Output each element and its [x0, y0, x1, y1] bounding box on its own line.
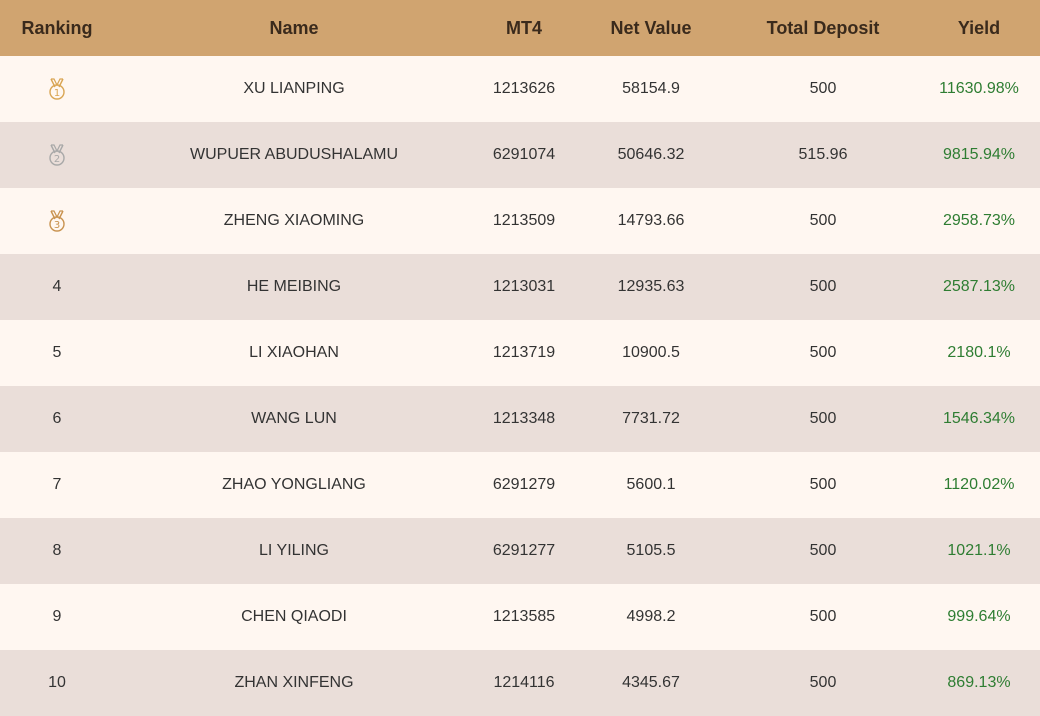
table-header: Ranking Name MT4 Net Value Total Deposit… [0, 0, 1040, 56]
ranking-cell: 2 [0, 144, 114, 166]
name-cell: ZHENG XIAOMING [223, 212, 365, 229]
net-value-cell: 14793.66 [617, 212, 685, 229]
silver-medal-icon: 2 [46, 144, 68, 166]
total-deposit-cell: 500 [809, 278, 837, 295]
table-body: 1 XU LIANPING 1213626 58154.9 500 11630.98% 2 W… [0, 56, 1040, 716]
table-row: 5 LI XIAOHAN 1213719 10900.5 500 2180.1% [0, 320, 1040, 386]
table-row: 4 HE MEIBING 1213031 12935.63 500 2587.13% [0, 254, 1040, 320]
net-value-cell: 12935.63 [617, 278, 685, 295]
name-cell: ZHAO YONGLIANG [222, 476, 366, 493]
name-cell: WANG LUN [251, 410, 337, 427]
table-row: 2 WUPUER ABUDUSHALAMU 6291074 50646.32 515.9… [0, 122, 1040, 188]
ranking-cell: 6 [52, 410, 62, 427]
header-total-deposit: Total Deposit [766, 17, 880, 38]
ranking-cell: 7 [52, 476, 62, 493]
yield-cell: 2958.73% [942, 212, 1016, 229]
mt4-cell: 1213719 [492, 344, 556, 361]
ranking-cell: 5 [52, 344, 62, 361]
svg-text:2: 2 [54, 154, 60, 165]
name-cell: LI YILING [259, 542, 329, 559]
name-cell: WUPUER ABUDUSHALAMU [189, 146, 399, 163]
header-mt4: MT4 [506, 17, 542, 38]
table-row: 9 CHEN QIAODI 1213585 4998.2 500 999.64% [0, 584, 1040, 650]
ranking-cell: 8 [52, 542, 62, 559]
total-deposit-cell: 500 [809, 542, 837, 559]
gold-medal-icon: 1 [46, 78, 68, 100]
mt4-cell: 6291279 [492, 476, 556, 493]
net-value-cell: 5105.5 [626, 542, 676, 559]
total-deposit-cell: 500 [809, 410, 837, 427]
mt4-cell: 1213509 [492, 212, 556, 229]
name-cell: HE MEIBING [246, 278, 342, 295]
net-value-cell: 50646.32 [617, 146, 685, 163]
header-yield: Yield [957, 17, 1001, 38]
yield-cell: 1546.34% [942, 410, 1016, 427]
table-row: 10 ZHAN XINFENG 1214116 4345.67 500 869.13% [0, 650, 1040, 716]
yield-cell: 999.64% [947, 608, 1011, 625]
table-row: 6 WANG LUN 1213348 7731.72 500 1546.34% [0, 386, 1040, 452]
total-deposit-cell: 500 [809, 608, 837, 625]
net-value-cell: 4345.67 [622, 674, 680, 691]
table-row: 8 LI YILING 6291277 5105.5 500 1021.1% [0, 518, 1040, 584]
name-cell: LI XIAOHAN [249, 344, 339, 361]
header-name: Name [269, 17, 319, 38]
ranking-cell: 10 [48, 674, 66, 691]
table-row: 3 ZHENG XIAOMING 1213509 14793.66 500 2958.73… [0, 188, 1040, 254]
yield-cell: 9815.94% [942, 146, 1016, 163]
mt4-cell: 1213626 [492, 80, 556, 97]
net-value-cell: 7731.72 [622, 410, 680, 427]
ranking-cell: 3 [0, 210, 114, 232]
table-row: 1 XU LIANPING 1213626 58154.9 500 11630.98% [0, 56, 1040, 122]
ranking-cell: 1 [0, 78, 114, 100]
ranking-cell: 4 [52, 278, 62, 295]
svg-text:1: 1 [54, 88, 60, 99]
yield-cell: 2180.1% [947, 344, 1011, 361]
header-net-value: Net Value [610, 17, 692, 38]
mt4-cell: 1214116 [493, 674, 555, 691]
mt4-cell: 6291074 [492, 146, 556, 163]
table-row: 7 ZHAO YONGLIANG 6291279 5600.1 500 1120.02% [0, 452, 1040, 518]
net-value-cell: 10900.5 [622, 344, 680, 361]
net-value-cell: 58154.9 [622, 80, 680, 97]
total-deposit-cell: 500 [809, 344, 837, 361]
yield-cell: 11630.98% [939, 80, 1019, 97]
total-deposit-cell: 500 [809, 212, 837, 229]
yield-cell: 1120.02% [943, 476, 1015, 493]
header-ranking: Ranking [21, 17, 93, 38]
ranking-cell: 9 [52, 608, 62, 625]
net-value-cell: 5600.1 [626, 476, 676, 493]
net-value-cell: 4998.2 [626, 608, 676, 625]
mt4-cell: 6291277 [492, 542, 556, 559]
name-cell: ZHAN XINFENG [234, 674, 354, 691]
yield-cell: 2587.13% [942, 278, 1016, 295]
name-cell: CHEN QIAODI [241, 608, 347, 625]
mt4-cell: 1213585 [492, 608, 556, 625]
yield-cell: 1021.1% [947, 542, 1011, 559]
yield-cell: 869.13% [947, 674, 1011, 691]
bronze-medal-icon: 3 [46, 210, 68, 232]
mt4-cell: 1213348 [492, 410, 556, 427]
total-deposit-cell: 515.96 [798, 146, 848, 163]
name-cell: XU LIANPING [243, 80, 345, 97]
total-deposit-cell: 500 [809, 476, 837, 493]
mt4-cell: 1213031 [492, 278, 556, 295]
total-deposit-cell: 500 [809, 80, 837, 97]
svg-text:3: 3 [54, 220, 60, 231]
total-deposit-cell: 500 [809, 674, 837, 691]
